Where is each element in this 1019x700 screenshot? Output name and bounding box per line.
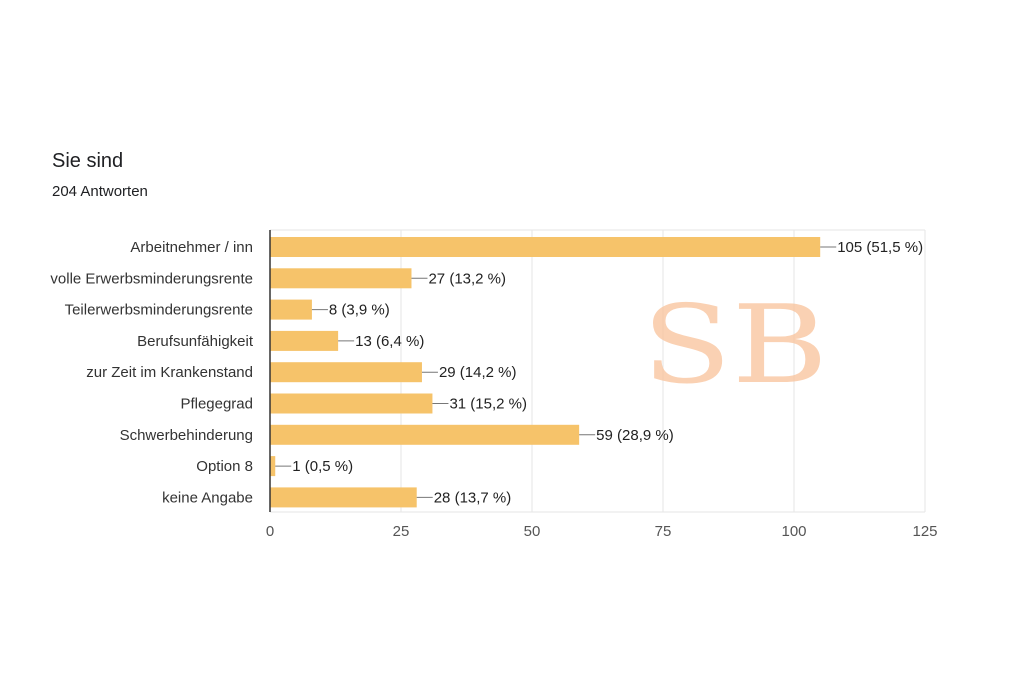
data-label: 28 (13,7 %)	[434, 489, 512, 506]
category-label: Pflegegrad	[180, 396, 253, 413]
data-label: 29 (14,2 %)	[439, 364, 517, 381]
data-label: 27 (13,2 %)	[428, 270, 506, 287]
data-label: 13 (6,4 %)	[355, 333, 424, 350]
category-label: Berufsunfähigkeit	[137, 333, 254, 350]
chart-title: Sie sind	[52, 150, 124, 172]
x-tick-label: 0	[266, 523, 274, 540]
x-tick-label: 25	[393, 523, 410, 540]
bar	[270, 362, 422, 383]
response-count: 204 Antworten	[52, 183, 148, 200]
bar	[270, 237, 821, 257]
data-label: 59 (28,9 %)	[596, 427, 674, 444]
bar	[270, 299, 312, 320]
category-label: Option 8	[196, 458, 253, 475]
x-tick-label: 100	[781, 523, 806, 540]
bar	[270, 393, 433, 414]
bar	[270, 456, 276, 477]
x-tick-label: 50	[524, 523, 541, 540]
data-label: 1 (0,5 %)	[292, 458, 353, 475]
category-label: keine Angabe	[162, 489, 253, 506]
category-label: zur Zeit im Krankenstand	[86, 364, 253, 381]
data-label: 105 (51,5 %)	[837, 239, 923, 256]
category-label: Teilerwerbsminderungsrente	[65, 302, 253, 319]
category-label: Schwerbehinderung	[120, 427, 253, 444]
data-label: 8 (3,9 %)	[329, 302, 390, 319]
category-label: Arbeitnehmer / inn	[130, 239, 253, 256]
x-tick-label: 75	[655, 523, 672, 540]
bar	[270, 424, 580, 445]
data-label: 31 (15,2 %)	[449, 396, 527, 413]
sb-watermark-logo: SB	[642, 283, 828, 400]
bar	[270, 268, 412, 289]
category-label: volle Erwerbsminderungsrente	[50, 270, 253, 287]
bar	[270, 330, 339, 351]
svg-text:SB: SB	[642, 283, 828, 400]
bar	[270, 487, 417, 508]
x-tick-label: 125	[912, 523, 937, 540]
